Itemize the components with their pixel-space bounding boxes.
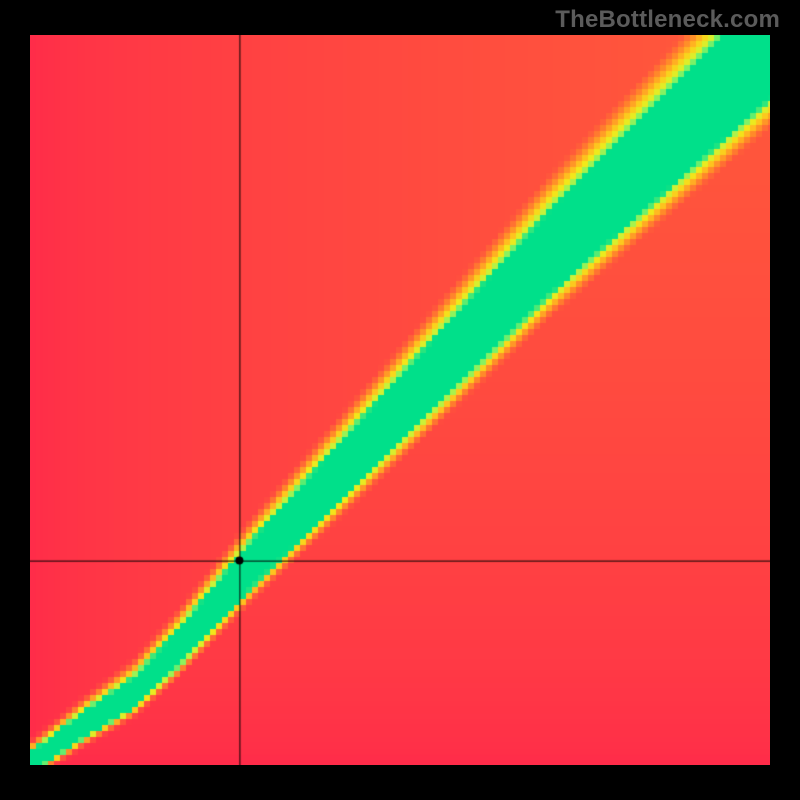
attribution-text: TheBottleneck.com: [555, 6, 780, 34]
chart-container: { "attribution": "TheBottleneck.com", "c…: [0, 0, 800, 800]
bottleneck-heatmap: [30, 35, 770, 765]
